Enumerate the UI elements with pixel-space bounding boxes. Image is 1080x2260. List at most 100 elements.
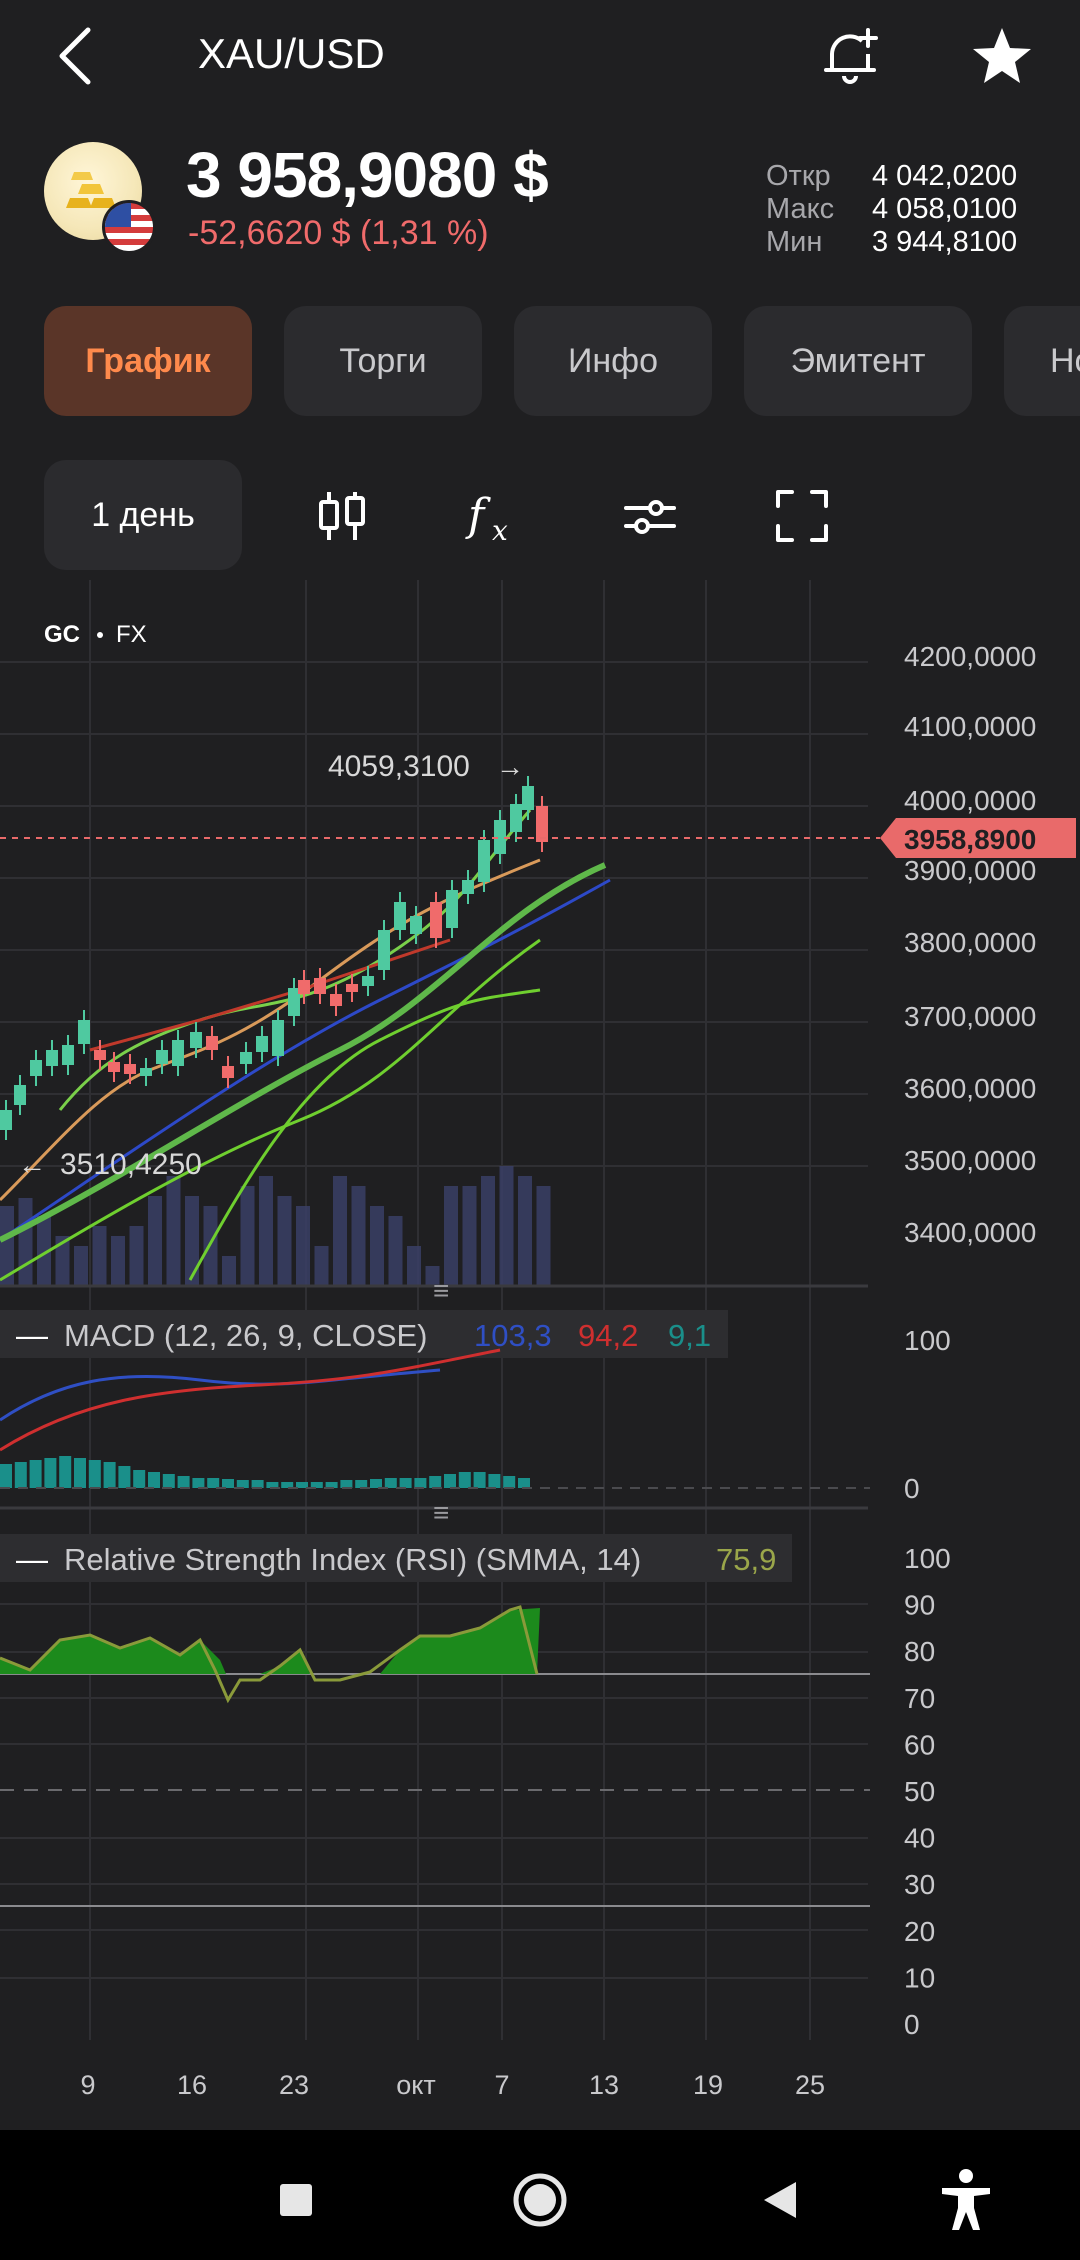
- candle-up: [394, 902, 406, 930]
- source-dot: [97, 632, 103, 638]
- volume-bar: [462, 1186, 477, 1286]
- recent-apps-button[interactable]: [256, 2160, 336, 2240]
- rsi-axis-label: 0: [904, 2009, 920, 2040]
- price-axis-label: 3800,0000: [904, 927, 1036, 958]
- chart-toolbar: 1 день f x: [0, 460, 1080, 572]
- candle-up: [240, 1052, 252, 1064]
- fullscreen-button[interactable]: [766, 480, 838, 552]
- candle-up: [14, 1085, 26, 1105]
- candle-up: [0, 1110, 12, 1130]
- time-axis-label: 25: [795, 2070, 825, 2100]
- volume-bar: [351, 1186, 366, 1286]
- current-price-tag-label: 3958,8900: [904, 824, 1036, 855]
- macd-legend-bg: [0, 1310, 728, 1358]
- macd-bar: [29, 1460, 42, 1488]
- rsi-axis-label: 80: [904, 1636, 935, 1667]
- rsi-value: 75,9: [716, 1542, 776, 1577]
- price-chart[interactable]: GC FX 4200,0000 4100,0000 4000,0000 3900,00…: [0, 580, 1080, 2130]
- us-flag-icon: [102, 200, 156, 254]
- macd-value: 103,3: [474, 1318, 552, 1353]
- fullscreen-icon: [776, 490, 828, 542]
- rsi-axis-label: 30: [904, 1869, 935, 1900]
- candle-up: [256, 1036, 268, 1052]
- stat-high: Макс 4 058,0100: [766, 193, 1017, 226]
- tab-info[interactable]: Инфо: [514, 306, 712, 416]
- candle-type-icon: [319, 492, 365, 540]
- chart-settings-button[interactable]: [614, 480, 686, 552]
- candle-type-button[interactable]: [306, 480, 378, 552]
- tab-trades[interactable]: Торги: [284, 306, 482, 416]
- add-alert-button[interactable]: [818, 24, 882, 88]
- price-axis-label: 4100,0000: [904, 711, 1036, 742]
- macd-bar: [14, 1462, 27, 1488]
- macd-bar: [44, 1458, 57, 1488]
- home-button[interactable]: [500, 2160, 580, 2240]
- bell-plus-icon: [824, 28, 878, 84]
- period-selector[interactable]: 1 день: [44, 460, 242, 570]
- stat-label: Мин: [766, 226, 823, 258]
- volume-bar: [129, 1226, 144, 1286]
- macd-axis-label: 100: [904, 1325, 951, 1356]
- candle-down: [346, 984, 358, 992]
- candle-down: [94, 1050, 106, 1060]
- time-axis-label: 9: [80, 2070, 95, 2100]
- macd-bar: [222, 1479, 234, 1488]
- volume-bar: [74, 1246, 88, 1286]
- rsi-collapse-icon: —: [16, 1541, 48, 1577]
- candle-up: [378, 930, 390, 970]
- macd-bar: [74, 1458, 86, 1488]
- top-bar: XAU/USD: [0, 0, 1080, 120]
- rsi-axis-label: 10: [904, 1962, 935, 1993]
- tab-issuer[interactable]: Эмитент: [744, 306, 972, 416]
- current-price: 3 958,9080 $: [186, 139, 549, 211]
- system-back-button[interactable]: [740, 2160, 820, 2240]
- tab-chart[interactable]: График: [44, 306, 252, 416]
- volume-bar: [444, 1186, 458, 1286]
- candle-down: [314, 978, 326, 994]
- tab-news[interactable]: Но: [1004, 306, 1080, 416]
- macd-bar: [281, 1482, 294, 1488]
- candle-up: [78, 1020, 90, 1044]
- svg-text:f: f: [465, 490, 491, 541]
- macd-collapse-icon: —: [16, 1317, 48, 1353]
- candle-up: [362, 976, 374, 986]
- candle-up: [46, 1050, 58, 1066]
- indicators-button[interactable]: f x: [460, 480, 532, 552]
- rsi-axis-label: 70: [904, 1683, 935, 1714]
- candle-up: [446, 890, 458, 928]
- time-axis-label: 16: [177, 2070, 207, 2100]
- chart-canvas[interactable]: GC FX 4200,0000 4100,0000 4000,0000 3900,00…: [0, 580, 1080, 2130]
- settings-sliders-icon: [624, 500, 676, 534]
- price-axis-label: 3900,0000: [904, 855, 1036, 886]
- macd-title: MACD (12, 26, 9, CLOSE): [64, 1318, 428, 1353]
- macd-bar: [0, 1464, 12, 1488]
- volume-bar: [333, 1176, 347, 1286]
- volume-bar: [185, 1196, 199, 1286]
- volume-bar: [92, 1226, 107, 1286]
- volume-bar: [407, 1246, 421, 1286]
- back-arrow-icon: [59, 27, 91, 85]
- candle-up: [494, 820, 506, 854]
- volume-bar: [166, 1176, 181, 1286]
- time-axis-label: 7: [494, 2070, 509, 2100]
- back-button[interactable]: [52, 24, 112, 88]
- macd-bar: [236, 1480, 249, 1488]
- macd-bar: [310, 1482, 323, 1488]
- time-axis-label: окт: [396, 2070, 436, 2100]
- section-tabs: График Торги Инфо Эмитент Но: [44, 306, 1080, 416]
- candle-down: [430, 902, 442, 938]
- favorite-button[interactable]: [970, 24, 1034, 88]
- ma-red-line: [89, 938, 451, 1052]
- candle-up: [140, 1068, 152, 1076]
- recent-apps-icon: [280, 2184, 312, 2216]
- star-icon: [973, 28, 1031, 83]
- accessibility-button[interactable]: [926, 2160, 1006, 2240]
- price-axis-label: 3700,0000: [904, 1001, 1036, 1032]
- volume-bar: [314, 1246, 329, 1286]
- macd-line: [0, 1368, 441, 1422]
- candlesticks: [0, 776, 548, 1140]
- stat-label: Откр: [766, 160, 831, 192]
- rsi-axis-label: 50: [904, 1776, 935, 1807]
- candle-up: [510, 804, 522, 832]
- candle-up: [30, 1060, 42, 1076]
